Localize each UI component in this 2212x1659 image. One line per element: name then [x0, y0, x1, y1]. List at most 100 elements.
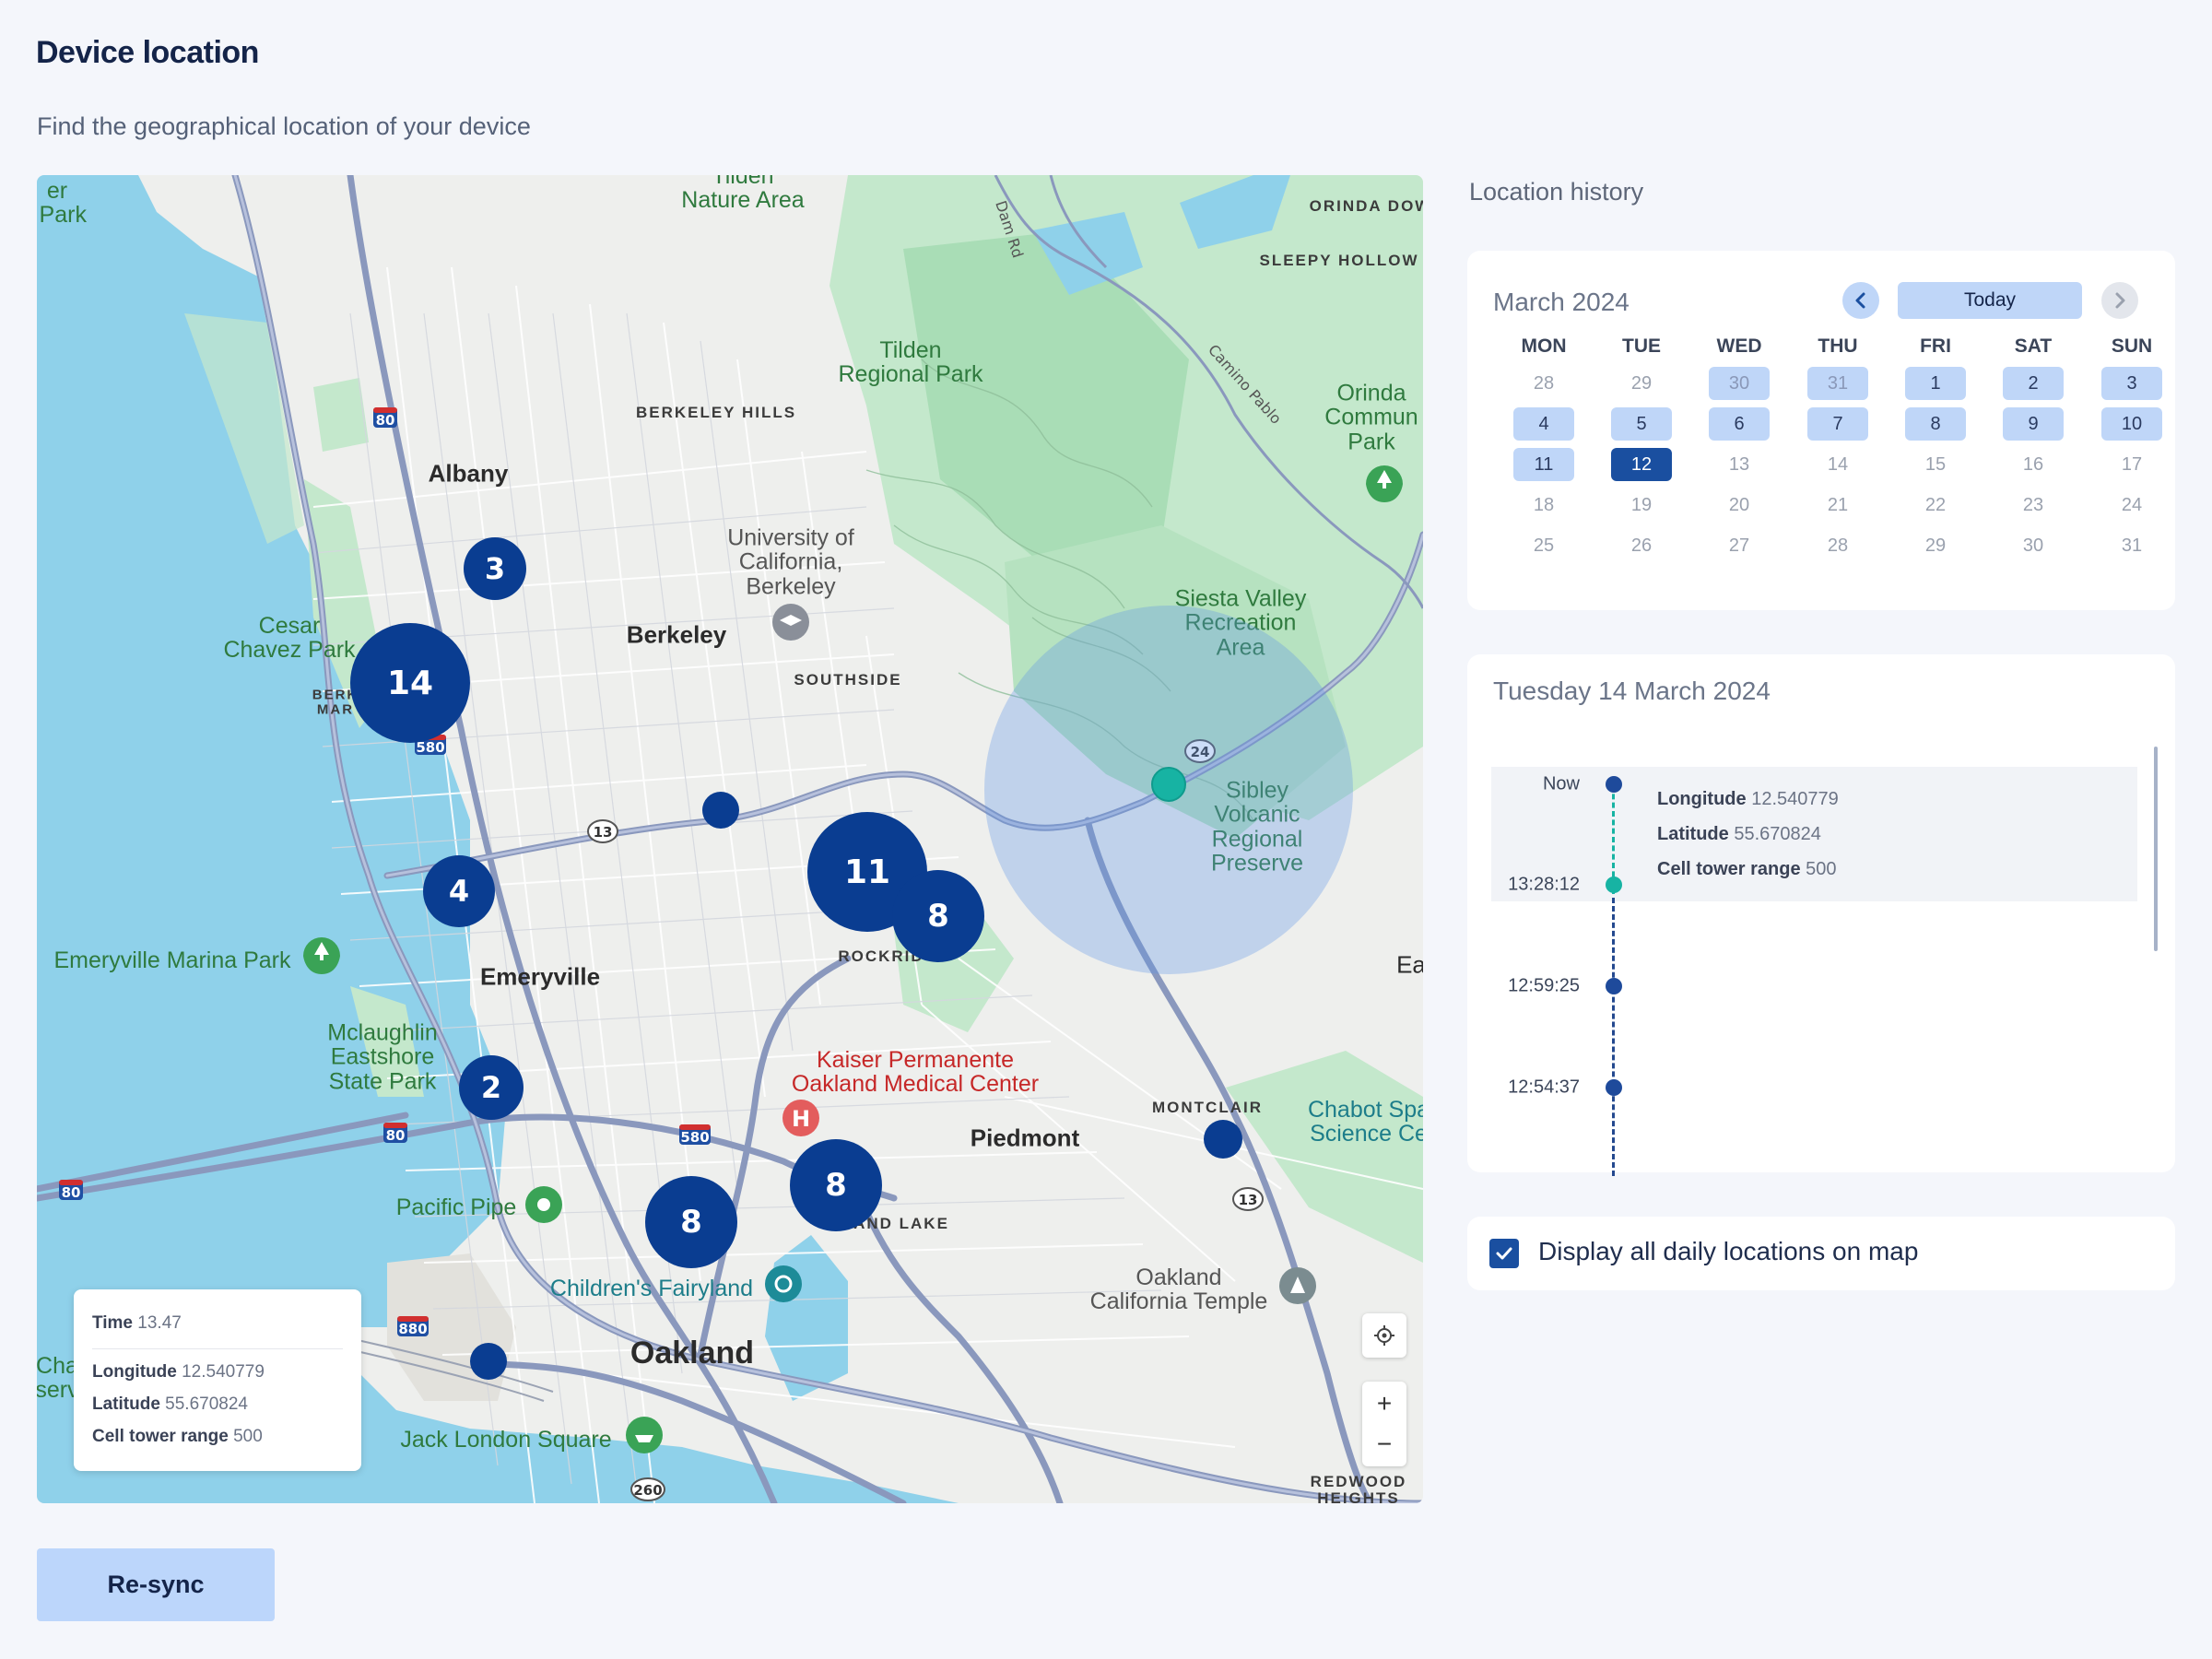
calendar-day[interactable]: 26	[1630, 535, 1653, 556]
zoom-out-button[interactable]: −	[1376, 1430, 1393, 1458]
calendar-day[interactable]: 11	[1513, 448, 1574, 481]
calendar-day[interactable]: 20	[1728, 494, 1750, 515]
info-latitude: Latitude 55.670824	[92, 1394, 343, 1415]
today-button[interactable]: Today	[1898, 282, 2082, 319]
calendar-day[interactable]: 15	[1924, 453, 1947, 475]
calendar-day[interactable]: 16	[2022, 453, 2044, 475]
calendar-day[interactable]: 19	[1630, 494, 1653, 515]
map-label-orinda-dow: ORINDA DOW	[1309, 197, 1423, 216]
calendar-day[interactable]: 6	[1709, 407, 1770, 441]
location-map[interactable]: 80 580 13 24 80 80 580 13 880 260 Dam Rd…	[37, 175, 1423, 1503]
map-label-ea: Ea	[1396, 950, 1423, 979]
location-cluster[interactable]: 2	[459, 1055, 524, 1120]
display-all-checkbox[interactable]	[1489, 1239, 1519, 1268]
location-cluster[interactable]: 4	[423, 855, 495, 927]
day-timeline-card: Tuesday 14 March 2024 Now 13:28:12 12:59…	[1467, 654, 2175, 1176]
shield-i880: 880	[397, 1316, 429, 1337]
calendar-day[interactable]: 8	[1905, 407, 1966, 441]
calendar-day[interactable]: 5	[1611, 407, 1672, 441]
calendar-day[interactable]: 30	[1709, 367, 1770, 400]
calendar-day[interactable]: 28	[1533, 372, 1555, 394]
calendar-day[interactable]: 3	[2101, 367, 2162, 400]
detail-latitude-value: 55.670824	[1734, 824, 1821, 844]
map-poi-layer: H	[303, 465, 1403, 1453]
map-label-chabot: Chabot Spa Science Ce	[1307, 1096, 1423, 1147]
calendar-day[interactable]: 13	[1728, 453, 1750, 475]
locate-button[interactable]	[1362, 1313, 1406, 1358]
calendar-day[interactable]: 30	[2022, 535, 2044, 556]
crosshair-icon	[1374, 1325, 1394, 1346]
zoom-in-button[interactable]: +	[1376, 1389, 1393, 1418]
map-label-sibley: Sibley Volcanic Regional Preserve	[1210, 777, 1304, 877]
svg-text:580: 580	[416, 739, 444, 756]
map-label-siesta-valley: Siesta Valley Recreation Area	[1174, 585, 1307, 661]
calendar-day[interactable]: 29	[1630, 372, 1653, 394]
tree-icon	[1366, 465, 1403, 502]
map-label-rockridge: ROCKRID	[838, 947, 924, 966]
location-cluster[interactable]: 3	[464, 537, 526, 600]
calendar-day[interactable]: 7	[1807, 407, 1868, 441]
resync-button[interactable]: Re-sync	[37, 1548, 275, 1621]
shield-i580: 580	[415, 735, 446, 756]
map-label-cesar-chavez: Cesar Chavez Park	[223, 612, 356, 663]
calendar-day[interactable]: 23	[2022, 494, 2044, 515]
calendar-day[interactable]: 2	[2003, 367, 2064, 400]
calendar-day[interactable]: 29	[1924, 535, 1947, 556]
timeline-dot[interactable]	[1606, 776, 1622, 793]
svg-text:13: 13	[1239, 1192, 1258, 1208]
shield-i80-a: 80	[373, 407, 397, 429]
calendar-day[interactable]: 27	[1728, 535, 1750, 556]
previous-month-button[interactable]	[1842, 282, 1879, 319]
calendar-day[interactable]: 10	[2101, 407, 2162, 441]
calendar-day[interactable]: 14	[1827, 453, 1849, 475]
timeline-connector-teal	[1612, 785, 1615, 894]
calendar-day[interactable]: 18	[1533, 494, 1555, 515]
timeline-dot[interactable]	[1606, 1079, 1622, 1096]
timeline-dot[interactable]	[1606, 978, 1622, 994]
timeline-scrollbar[interactable]	[2154, 747, 2158, 951]
calendar-day[interactable]: 31	[2121, 535, 2143, 556]
svg-text:260: 260	[633, 1482, 662, 1499]
location-marker[interactable]	[1204, 1120, 1242, 1159]
calendar-day[interactable]: 17	[2121, 453, 2143, 475]
info-range: Cell tower range 500	[92, 1427, 343, 1447]
location-cluster[interactable]: 8	[790, 1139, 882, 1231]
calendar-day[interactable]: 21	[1827, 494, 1849, 515]
calendar-day[interactable]: 1	[1905, 367, 1966, 400]
location-cluster[interactable]: 14	[350, 623, 470, 743]
map-label-berkeley: Berkeley	[626, 620, 727, 649]
calendar-day[interactable]: 4	[1513, 407, 1574, 441]
tree-icon	[303, 937, 340, 974]
shield-r24: 24	[1184, 739, 1216, 763]
calendar-day[interactable]: 24	[2121, 494, 2143, 515]
info-time-label: Time	[92, 1313, 134, 1333]
detail-longitude-value: 12.540779	[1751, 789, 1839, 809]
shield-r260: 260	[630, 1477, 665, 1501]
info-latitude-label: Latitude	[92, 1394, 160, 1414]
location-marker[interactable]	[470, 1343, 507, 1380]
shield-i580-b: 580	[679, 1124, 711, 1146]
active-timeline-entry[interactable]	[1491, 767, 2137, 901]
day-title: Tuesday 14 March 2024	[1493, 677, 1771, 705]
timeline-time: Now	[1542, 773, 1580, 794]
calendar-day[interactable]: 28	[1827, 535, 1849, 556]
svg-text:80: 80	[386, 1127, 406, 1144]
info-range-value: 500	[233, 1427, 263, 1446]
svg-text:13: 13	[594, 824, 613, 841]
calendar-day[interactable]: 31	[1807, 367, 1868, 400]
location-cluster[interactable]: 8	[645, 1176, 737, 1268]
current-location-marker[interactable]	[1151, 767, 1186, 802]
calendar-day[interactable]: 25	[1533, 535, 1555, 556]
detail-longitude: Longitude 12.540779	[1657, 789, 1839, 810]
calendar-day[interactable]: 12	[1611, 448, 1672, 481]
timeline-dot-current[interactable]	[1606, 877, 1622, 893]
display-all-row[interactable]: Display all daily locations on map	[1467, 1217, 2175, 1290]
svg-text:880: 880	[398, 1321, 427, 1337]
location-cluster[interactable]: 8	[892, 870, 984, 962]
timeline-time: 13:28:12	[1508, 874, 1580, 895]
calendar-day[interactable]: 22	[1924, 494, 1947, 515]
next-month-button[interactable]	[2101, 282, 2138, 319]
calendar-day[interactable]: 9	[2003, 407, 2064, 441]
detail-longitude-label: Longitude	[1657, 789, 1747, 809]
location-marker[interactable]	[702, 792, 739, 829]
